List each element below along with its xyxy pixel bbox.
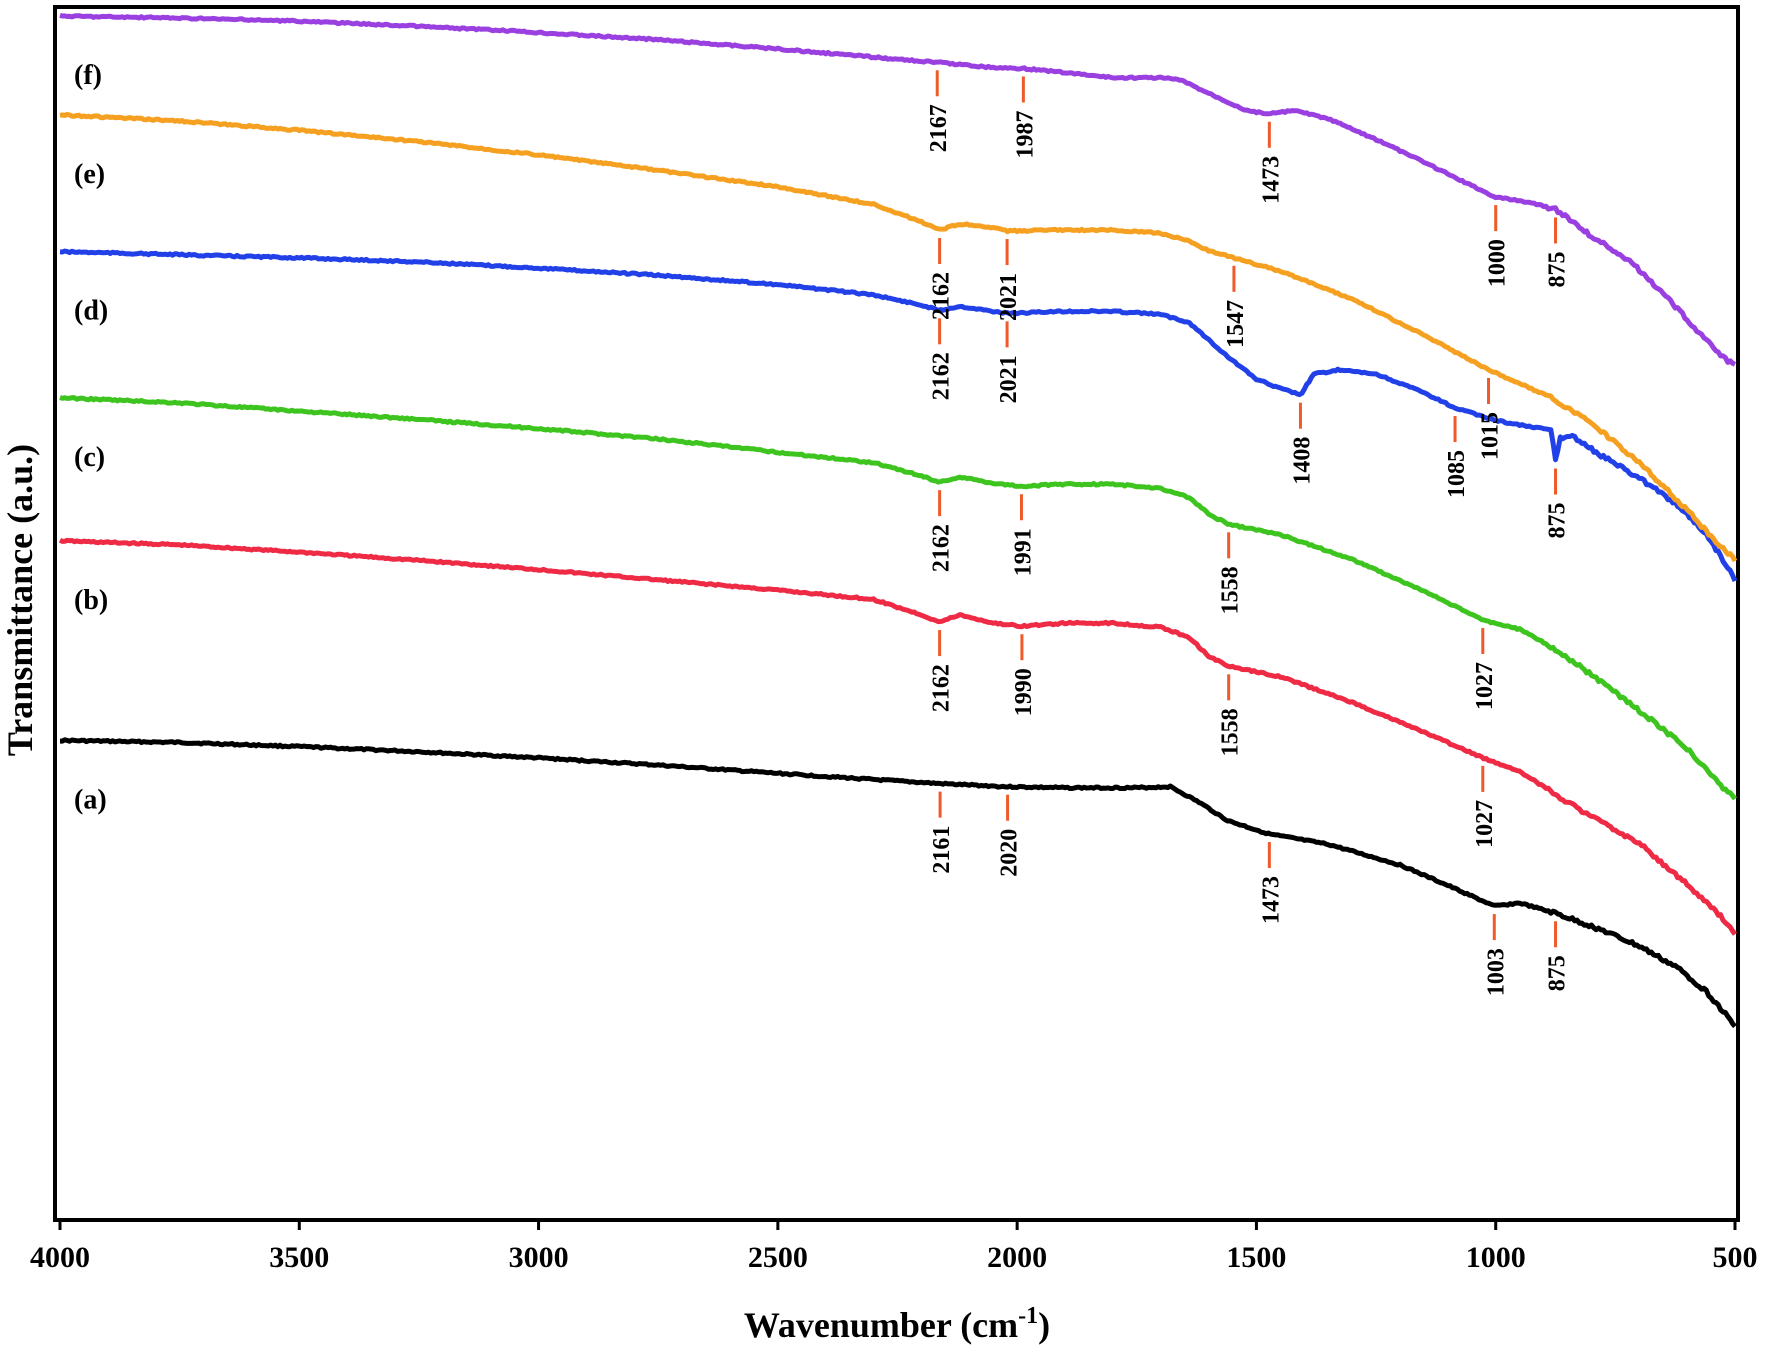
peak-label: 1558 xyxy=(1218,566,1244,614)
peak-label: 2162 xyxy=(929,664,955,712)
peak-label: 1473 xyxy=(1258,156,1284,204)
y-axis-title: Transmittance (a.u.) xyxy=(0,444,40,756)
series-e: (e) 2162 2021 1547 1015 xyxy=(59,111,1738,563)
peak-label: 1558 xyxy=(1218,708,1244,756)
peak-label: 1027 xyxy=(1472,800,1498,848)
x-axis: 4000 3500 3000 2500 2000 1500 1000 500 xyxy=(30,1220,1758,1274)
series-c: (c) 2162 1991 1558 1027 xyxy=(59,395,1737,801)
peak-label: 2021 xyxy=(996,273,1022,321)
peak-label: 875 xyxy=(1545,251,1571,287)
series-label: (d) xyxy=(74,296,108,327)
x-tick-label: 500 xyxy=(1713,1241,1758,1274)
peak-label: 1473 xyxy=(1258,876,1284,924)
series-line xyxy=(59,737,1737,1029)
x-tick-label: 2000 xyxy=(987,1241,1047,1274)
peak-label: 875 xyxy=(1545,503,1571,539)
x-tick-label: 2500 xyxy=(748,1241,808,1274)
series-group: (a) 2161 2020 1473 1003 875 (b) 2162 1990 1558 102… xyxy=(58,12,1738,1029)
peak-label: 1408 xyxy=(1289,437,1315,485)
x-tick-label: 1500 xyxy=(1226,1241,1286,1274)
peak-label: 1991 xyxy=(1010,528,1036,576)
x-tick-label: 1000 xyxy=(1466,1241,1526,1274)
series-b: (b) 2162 1990 1558 1027 xyxy=(58,537,1738,936)
peak-label: 2162 xyxy=(929,272,955,320)
peak-label: 2162 xyxy=(929,352,955,400)
x-axis-title-end: ) xyxy=(1038,1305,1050,1345)
series-f: (f) 2167 1987 1473 1000 875 xyxy=(59,12,1737,367)
peak-label: 1027 xyxy=(1472,662,1498,710)
peak-label: 875 xyxy=(1545,955,1571,991)
peak-label: 1015 xyxy=(1478,412,1504,460)
plot-frame xyxy=(53,5,1740,1222)
peak-label: 2167 xyxy=(926,104,952,152)
x-axis-title-sup: -1 xyxy=(1018,1303,1038,1329)
peak-label: 1987 xyxy=(1012,110,1038,158)
series-line xyxy=(58,537,1738,936)
peak-label: 1547 xyxy=(1223,300,1249,348)
x-axis-title-main: Wavenumber (cm xyxy=(744,1305,1018,1345)
series-line xyxy=(59,12,1737,367)
series-line xyxy=(59,111,1738,563)
series-label: (b) xyxy=(74,585,108,616)
peak-label: 2162 xyxy=(929,524,955,572)
x-tick-label: 4000 xyxy=(30,1241,90,1274)
peak-label: 2161 xyxy=(929,826,955,874)
series-d: (d) 2162 2021 1408 1085 875 xyxy=(59,248,1738,583)
x-tick-label: 3500 xyxy=(269,1241,329,1274)
peak-label: 1990 xyxy=(1011,668,1037,716)
series-a: (a) 2161 2020 1473 1003 875 xyxy=(59,737,1737,1029)
peak-label: 1003 xyxy=(1483,948,1509,996)
peak-label: 1085 xyxy=(1444,450,1470,498)
x-axis-title: Wavenumber (cm-1) xyxy=(744,1303,1050,1345)
series-line xyxy=(59,248,1738,583)
x-tick-label: 3000 xyxy=(509,1241,569,1274)
series-label: (a) xyxy=(74,784,107,815)
peak-label: 2020 xyxy=(997,829,1023,877)
series-label: (c) xyxy=(74,442,105,473)
series-label: (f) xyxy=(74,60,102,91)
series-line xyxy=(59,395,1737,801)
series-label: (e) xyxy=(74,159,105,190)
peak-label: 2021 xyxy=(996,355,1022,403)
peak-label: 1000 xyxy=(1485,239,1511,287)
